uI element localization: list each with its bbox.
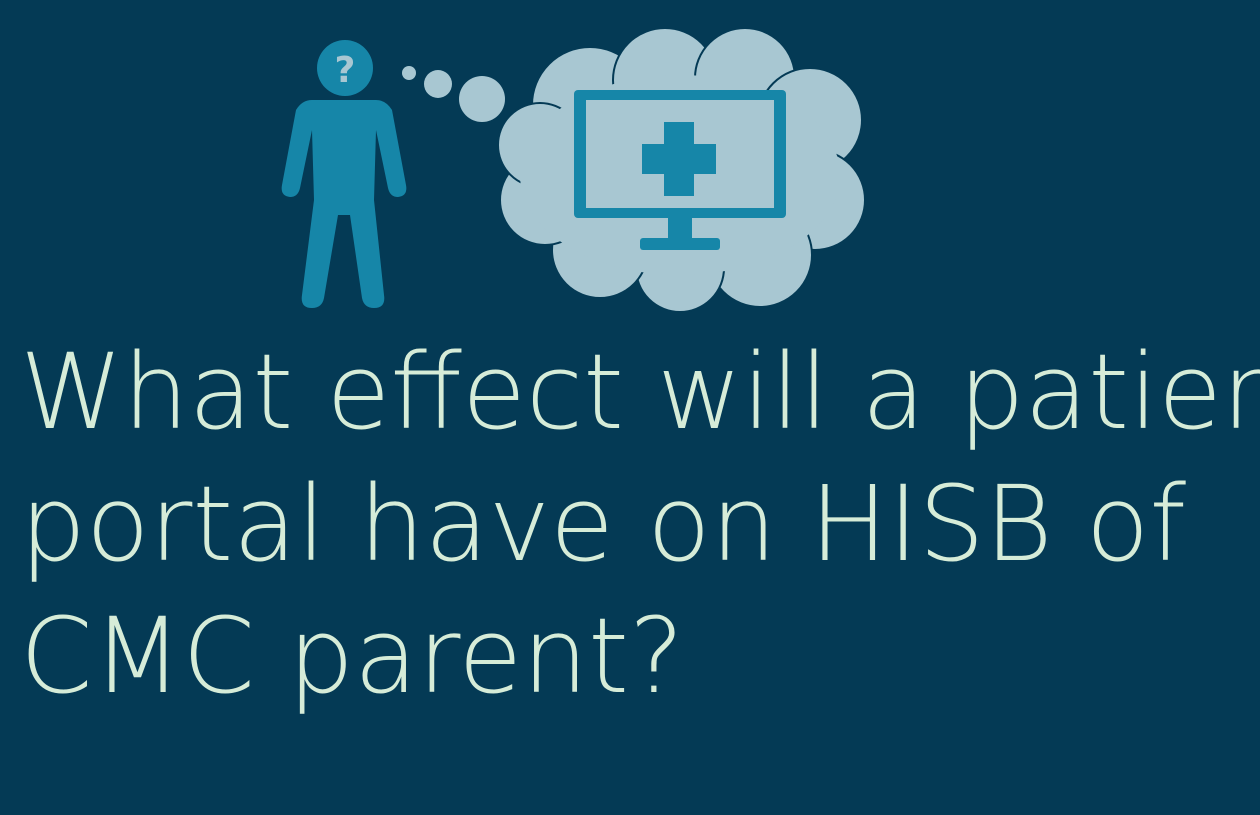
question-mark: ? bbox=[335, 50, 356, 91]
headline-line-2: portal have on HISB of bbox=[20, 463, 1186, 585]
illustration: ? bbox=[281, 27, 866, 313]
medical-cross-icon bbox=[642, 122, 716, 196]
thought-bubble-icon bbox=[402, 66, 505, 122]
headline-line-3: CMC parent? bbox=[20, 595, 685, 717]
person-icon: ? bbox=[281, 40, 407, 308]
headline: What effect will a patient portal have o… bbox=[20, 326, 1260, 722]
headline-line-1: What effect will a patient bbox=[20, 331, 1260, 453]
monitor-icon bbox=[574, 90, 786, 250]
